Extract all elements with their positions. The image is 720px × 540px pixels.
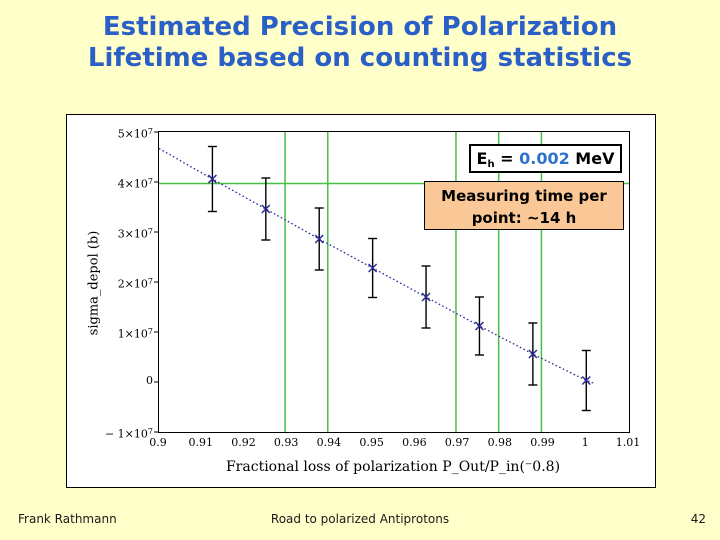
data-point-x-marker (207, 174, 217, 184)
energy-subscript: h (487, 159, 495, 170)
x-tick-label: 1 (581, 436, 589, 449)
data-point-x-marker (368, 263, 378, 273)
x-tick-label: 1.01 (615, 436, 641, 449)
footer-presentation-title: Road to polarized Antiprotons (270, 512, 450, 526)
data-point-x-marker (581, 375, 591, 386)
y-tick-label: 1×107 (117, 327, 153, 341)
energy-equals: = (494, 149, 520, 168)
data-point-x-marker (474, 321, 484, 331)
energy-symbol: E (476, 149, 488, 168)
y-tick-label: − 1×107 (104, 427, 153, 441)
y-tick-label: 5×107 (117, 127, 153, 141)
x-tick-label: 0.95 (359, 436, 384, 449)
chart-panel: sigma_depol (b) Fractional loss of polar… (66, 114, 656, 488)
data-point-x-marker (261, 204, 271, 214)
x-tick-label: 0.91 (188, 436, 213, 449)
measuring-time-line-1: Measuring time per (441, 187, 607, 205)
x-tick-label: 0.96 (402, 436, 427, 449)
energy-value: 0.002 (519, 149, 570, 168)
slide-title: Estimated Precision of Polarization Life… (0, 12, 720, 74)
x-axis-label: Fractional loss of polarization P_Out/P_… (225, 459, 561, 475)
y-tick-label: 0 (146, 374, 153, 387)
title-line-2: Lifetime based on counting statistics (87, 43, 633, 73)
measuring-time-line-2: point: ~14 h (471, 209, 577, 227)
data-point-x-marker (528, 349, 538, 359)
energy-unit: MeV (569, 149, 615, 168)
measuring-time-box: Measuring time per point: ~14 h (424, 181, 624, 230)
slide-number: 42 (690, 512, 706, 526)
x-tick-label: 0.93 (273, 436, 299, 449)
chart-plot-svg (154, 131, 629, 433)
title-line-1: Estimated Precision of Polarization (102, 12, 618, 42)
fit-line (158, 147, 596, 385)
x-tick-label: 0.99 (530, 436, 555, 449)
data-point-x-marker (314, 234, 324, 244)
y-tick-label: 3×107 (117, 227, 153, 241)
data-point-x-marker (421, 292, 431, 302)
x-tick-label: 0.98 (487, 436, 513, 449)
x-tick-label: 0.92 (231, 436, 256, 449)
energy-annotation-box: Eh = 0.002 MeV (469, 144, 622, 173)
x-tick-label: 0.94 (316, 436, 342, 449)
x-tick-label: 0.97 (444, 436, 470, 449)
y-tick-label: 4×107 (117, 177, 153, 191)
y-tick-label: 2×107 (117, 277, 153, 291)
x-tick-label: 0.9 (149, 436, 167, 449)
footer-author: Frank Rathmann (18, 512, 117, 526)
plot-area (154, 131, 630, 433)
